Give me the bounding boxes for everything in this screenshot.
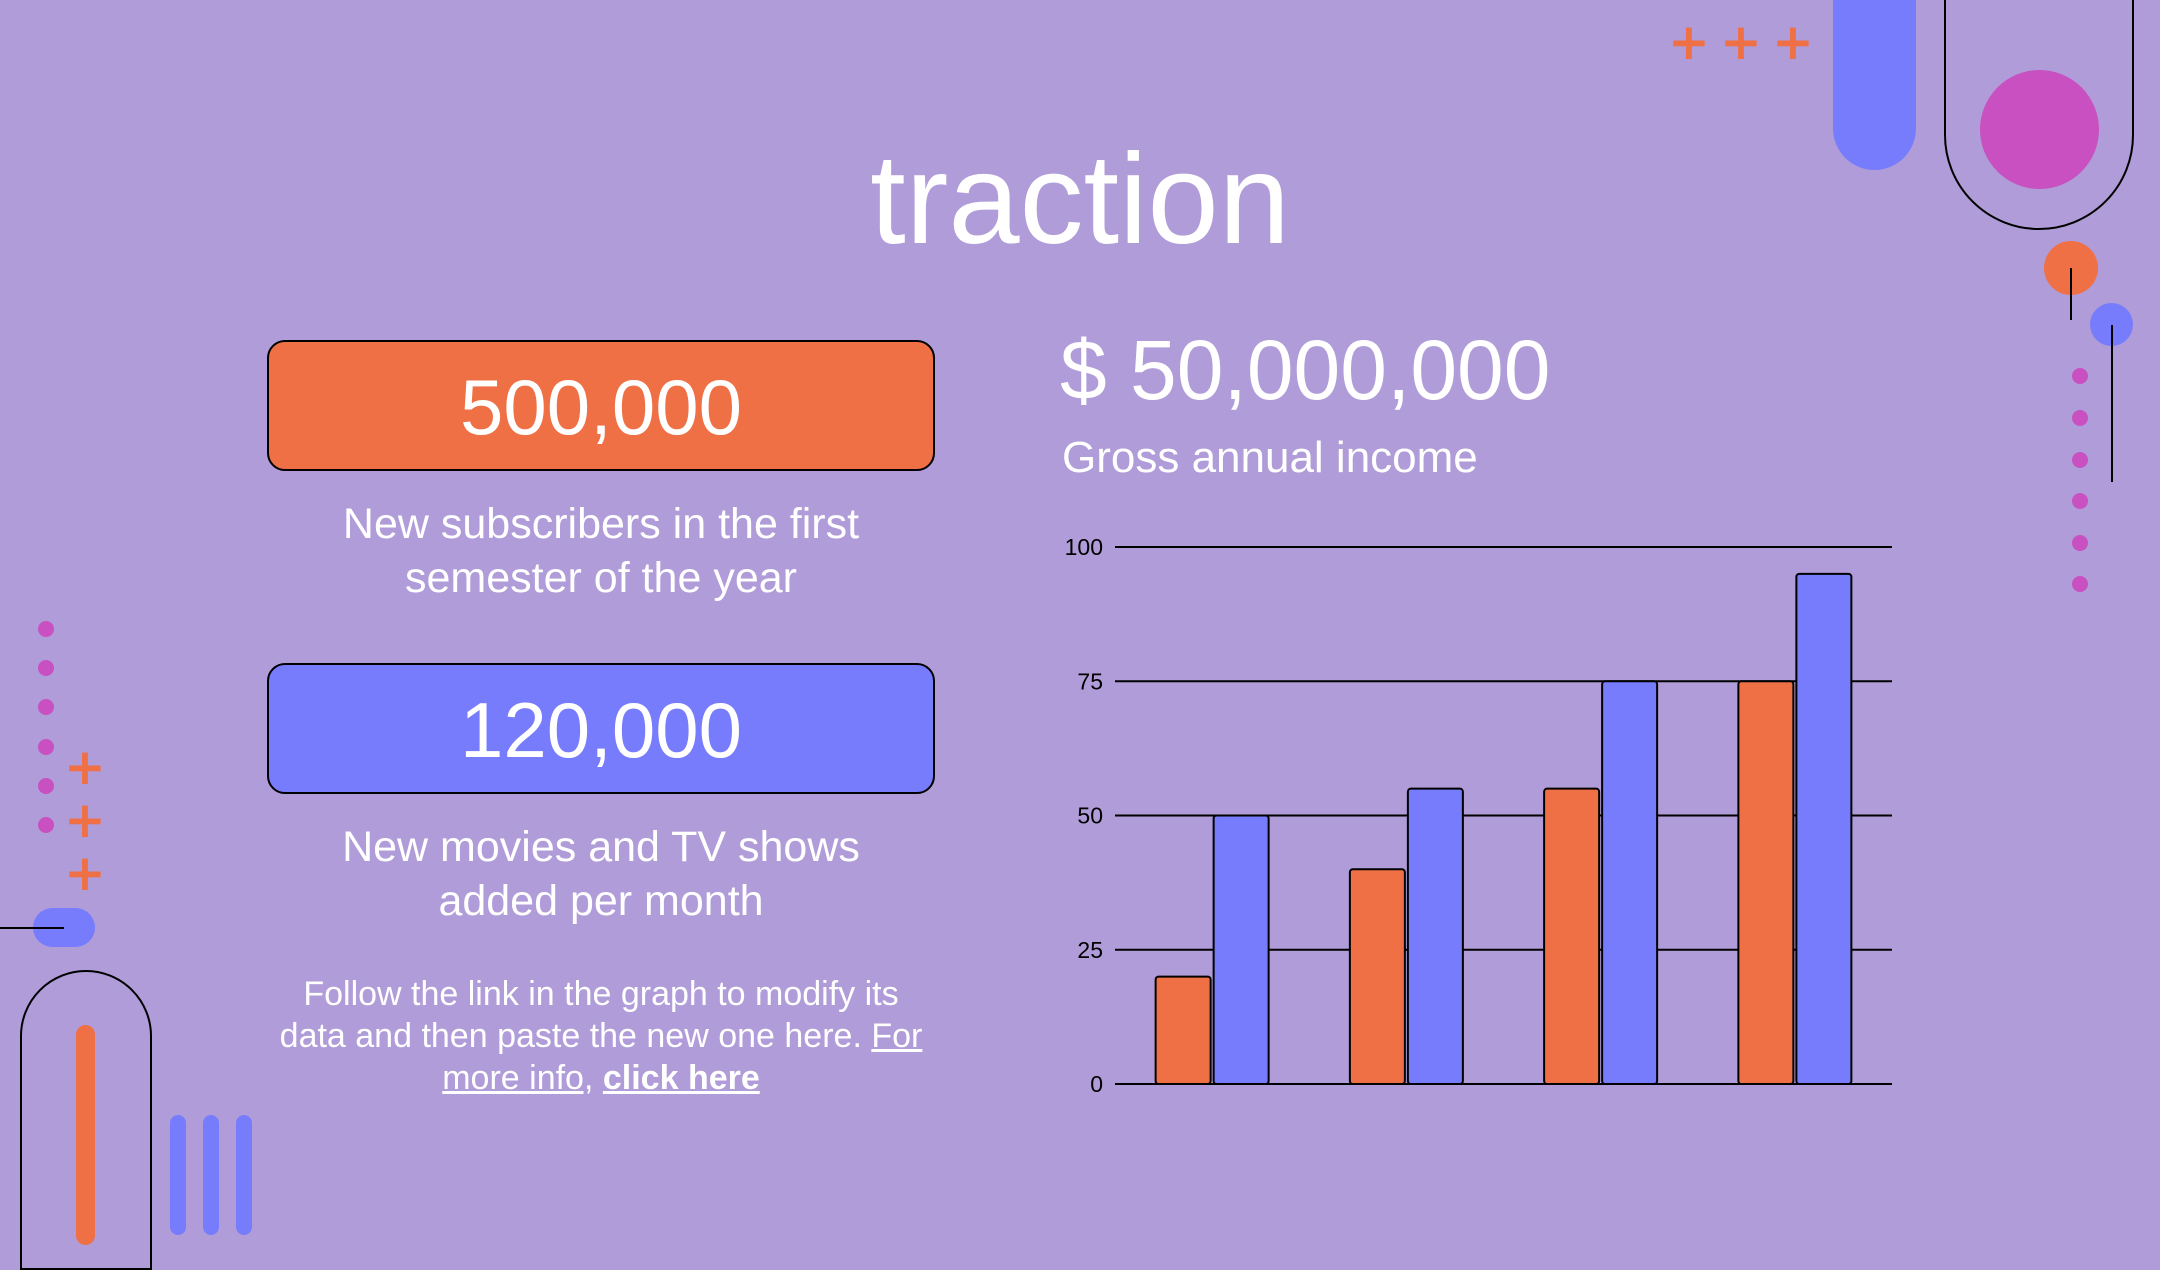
dot-shape	[38, 621, 54, 637]
bar-series-1-cat-1	[1406, 787, 1464, 1085]
bar-series-1-cat-3	[1795, 572, 1853, 1085]
blue-bar-shape	[236, 1115, 252, 1235]
line-shape	[2111, 325, 2113, 482]
blue-bar-shape	[170, 1115, 186, 1235]
bar-series-0-cat-2	[1543, 787, 1601, 1085]
line-shape	[2070, 268, 2072, 320]
stat-label-line: added per month	[438, 877, 764, 925]
stat-label-line: semester of the year	[405, 554, 797, 602]
dot-shape	[2072, 493, 2088, 509]
arch-outline-shape	[1944, 0, 2134, 230]
dot-shape	[2072, 410, 2088, 426]
blue-pill-shape	[1833, 0, 1916, 170]
dot-shape	[2072, 452, 2088, 468]
plus-icon: +	[64, 738, 106, 796]
y-tick-label: 75	[1077, 668, 1103, 694]
note-line: more info, click here	[267, 1057, 935, 1099]
blue-bar-shape	[203, 1115, 219, 1235]
dot-shape	[38, 699, 54, 715]
stat-label-line: New subscribers in the first	[342, 500, 860, 548]
bar-chart[interactable]: 0 25 50 75 100	[1050, 520, 1900, 1100]
note-text: Follow the link in the graph to modify i…	[267, 973, 935, 1099]
dot-shape	[2072, 368, 2088, 384]
line-shape	[0, 927, 64, 929]
plus-icon: +	[64, 791, 106, 849]
click-here-link[interactable]: click here	[602, 1059, 760, 1097]
orange-bar-shape	[76, 1025, 95, 1245]
bar-series-0-cat-3	[1737, 680, 1795, 1085]
stat-value: 120,000	[460, 686, 742, 774]
note-line: data and then paste the new one here. Fo…	[267, 1015, 935, 1057]
dot-shape	[38, 778, 54, 794]
chart-bars	[1154, 572, 1853, 1086]
y-tick-label: 25	[1077, 937, 1103, 963]
plus-icon: +	[1668, 13, 1710, 71]
info-link[interactable]: more info,	[442, 1059, 594, 1097]
y-tick-label: 0	[1090, 1071, 1103, 1097]
dot-shape	[38, 739, 54, 755]
bar-series-1-cat-0	[1212, 814, 1270, 1085]
dot-shape	[38, 660, 54, 676]
y-tick-label: 100	[1065, 534, 1103, 560]
income-label: Gross annual income	[1062, 433, 1478, 482]
note-text-span: data and then paste the new one here.	[279, 1017, 862, 1055]
plus-icon: +	[1720, 13, 1762, 71]
stat-box-movies: 120,000	[267, 663, 935, 794]
stat-value: 500,000	[460, 363, 742, 451]
dot-shape	[2072, 576, 2088, 592]
dot-shape	[2072, 535, 2088, 551]
stat-label-subscribers: New subscribers in the first semester of…	[267, 497, 935, 605]
plus-icon: +	[1772, 13, 1814, 71]
stat-box-subscribers: 500,000	[267, 340, 935, 471]
y-tick-label: 50	[1077, 803, 1103, 829]
stat-label-line: New movies and TV shows	[342, 823, 860, 871]
info-link[interactable]: For	[871, 1017, 923, 1055]
magenta-circle-shape	[1980, 70, 2099, 189]
plus-icon: +	[64, 844, 106, 902]
bar-series-0-cat-0	[1154, 975, 1212, 1086]
dot-shape	[38, 817, 54, 833]
stat-label-movies: New movies and TV shows added per month	[267, 820, 935, 928]
income-amount: $ 50,000,000	[1060, 323, 1551, 417]
page-title: traction	[870, 128, 1290, 271]
bar-series-1-cat-2	[1601, 680, 1659, 1085]
bar-series-0-cat-1	[1348, 868, 1406, 1086]
note-line: Follow the link in the graph to modify i…	[303, 975, 899, 1013]
